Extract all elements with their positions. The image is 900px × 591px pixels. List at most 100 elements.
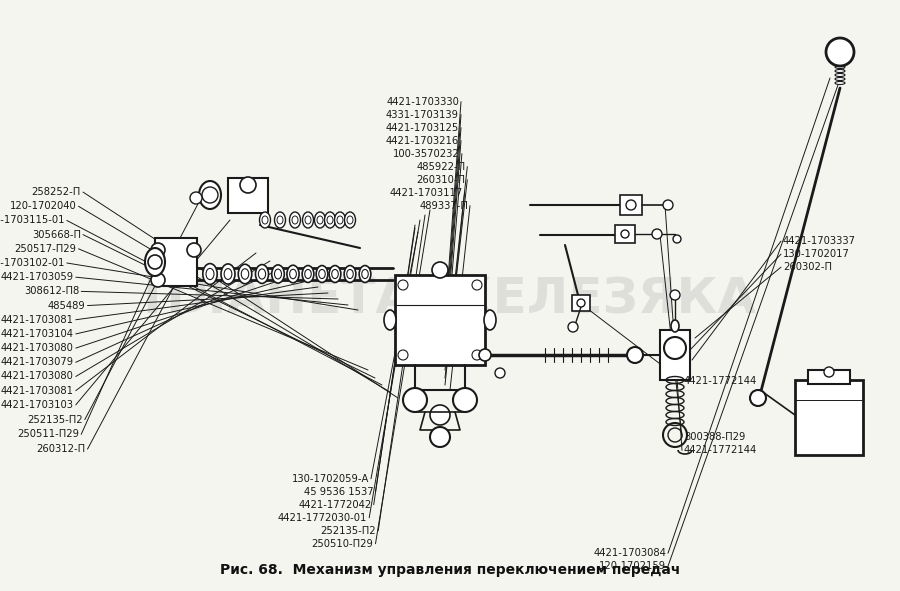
Circle shape [202, 187, 218, 203]
Text: 260310-П: 260310-П [417, 175, 465, 184]
Ellipse shape [256, 265, 268, 284]
Text: 4421-1703103: 4421-1703103 [1, 400, 74, 410]
Ellipse shape [287, 265, 299, 282]
Ellipse shape [671, 320, 679, 332]
Circle shape [577, 299, 585, 307]
Text: 485922-П: 485922-П [416, 162, 465, 171]
Ellipse shape [314, 212, 326, 228]
Text: 4421-1703081: 4421-1703081 [1, 386, 74, 395]
Text: 4421-1703059: 4421-1703059 [1, 272, 74, 282]
Text: 258252-П: 258252-П [32, 187, 81, 197]
Ellipse shape [316, 265, 328, 282]
Bar [155, 238, 197, 286]
Ellipse shape [302, 265, 314, 282]
Circle shape [673, 235, 681, 243]
Text: 308612-П8: 308612-П8 [24, 287, 79, 296]
Bar [395, 275, 485, 365]
Text: 4421-1703081: 4421-1703081 [1, 315, 74, 324]
Ellipse shape [305, 216, 311, 224]
Bar [228, 178, 268, 213]
Text: 305668-П: 305668-П [32, 230, 81, 239]
Circle shape [495, 368, 505, 378]
Circle shape [403, 388, 427, 412]
Text: 130-1702017: 130-1702017 [783, 249, 850, 259]
Ellipse shape [327, 216, 333, 224]
Ellipse shape [329, 265, 341, 282]
Ellipse shape [835, 77, 845, 80]
Text: 4421-1772030-01: 4421-1772030-01 [278, 513, 367, 522]
Circle shape [148, 255, 162, 269]
Ellipse shape [359, 265, 371, 282]
Bar [795, 380, 863, 455]
Circle shape [430, 427, 450, 447]
Ellipse shape [835, 70, 845, 73]
Ellipse shape [305, 269, 311, 278]
Ellipse shape [221, 264, 235, 284]
Ellipse shape [345, 212, 356, 228]
Text: 4421-1703104: 4421-1703104 [1, 329, 74, 339]
Ellipse shape [238, 264, 252, 284]
Ellipse shape [384, 310, 396, 330]
Ellipse shape [344, 265, 356, 282]
Circle shape [479, 349, 491, 361]
Ellipse shape [835, 82, 845, 85]
Ellipse shape [484, 310, 496, 330]
Text: 4421-1703216: 4421-1703216 [386, 136, 459, 145]
Circle shape [750, 390, 766, 406]
Ellipse shape [317, 216, 323, 224]
Bar [620, 195, 642, 215]
Ellipse shape [274, 212, 285, 228]
Circle shape [398, 280, 408, 290]
Circle shape [190, 192, 202, 204]
Text: 4421-1772042: 4421-1772042 [299, 500, 372, 509]
Circle shape [432, 262, 448, 278]
Text: 252135-П2: 252135-П2 [320, 526, 376, 535]
Text: 4421-1703337: 4421-1703337 [783, 236, 856, 246]
Ellipse shape [347, 216, 353, 224]
Circle shape [568, 322, 578, 332]
Text: 4421-1703115-01: 4421-1703115-01 [0, 216, 65, 225]
Circle shape [664, 337, 686, 359]
Text: 300388-П29: 300388-П29 [684, 433, 745, 442]
Ellipse shape [835, 73, 845, 76]
Bar [808, 370, 850, 384]
Text: 4421-1772144: 4421-1772144 [684, 446, 757, 455]
Ellipse shape [202, 264, 217, 284]
Text: 260312-П: 260312-П [36, 444, 86, 454]
Text: 489337-П: 489337-П [419, 201, 468, 210]
Text: 100-3570232: 100-3570232 [393, 149, 460, 158]
Text: 4331-1703139: 4331-1703139 [386, 110, 459, 119]
Text: 250517-П29: 250517-П29 [14, 244, 77, 254]
Ellipse shape [272, 265, 284, 283]
Ellipse shape [346, 269, 353, 278]
Circle shape [824, 367, 834, 377]
Ellipse shape [206, 268, 214, 280]
Ellipse shape [259, 212, 271, 228]
Text: Рис. 68.  Механизм управления переключением передач: Рис. 68. Механизм управления переключени… [220, 563, 680, 577]
Text: 4421-1703330: 4421-1703330 [386, 97, 459, 106]
Text: 4421-1703125: 4421-1703125 [386, 123, 459, 132]
Ellipse shape [302, 212, 313, 228]
Circle shape [472, 280, 482, 290]
Ellipse shape [277, 216, 283, 224]
Ellipse shape [224, 268, 232, 280]
Circle shape [453, 388, 477, 412]
Text: 250511-П29: 250511-П29 [17, 430, 79, 439]
Text: 4421-1703080: 4421-1703080 [1, 343, 74, 353]
Ellipse shape [145, 248, 165, 276]
Text: ПЛАНЕТА ЖЕЛЕЗЯКА: ПЛАНЕТА ЖЕЛЕЗЯКА [143, 276, 757, 324]
Text: 4421-1703117: 4421-1703117 [390, 188, 463, 197]
Circle shape [472, 350, 482, 360]
Text: 4421-1703080: 4421-1703080 [1, 372, 74, 381]
Text: 260302-П: 260302-П [783, 262, 832, 272]
Circle shape [621, 230, 629, 238]
Bar [572, 295, 590, 311]
Circle shape [240, 177, 256, 193]
Circle shape [151, 273, 165, 287]
Ellipse shape [262, 216, 268, 224]
Circle shape [663, 200, 673, 210]
Ellipse shape [835, 66, 845, 69]
Bar [660, 330, 690, 380]
Circle shape [670, 290, 680, 300]
Text: 485489: 485489 [48, 301, 86, 310]
